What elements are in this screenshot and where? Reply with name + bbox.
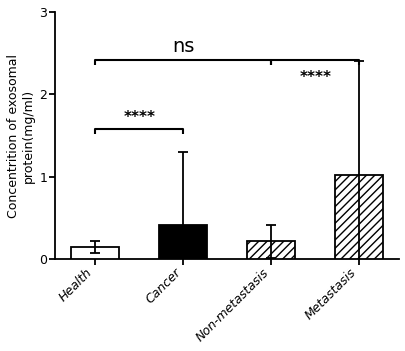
Bar [334,175,382,259]
Text: ****: **** [123,110,155,125]
Y-axis label: Concentrition of exosomal
protein(mg/ml): Concentrition of exosomal protein(mg/ml) [7,54,35,218]
Bar [71,247,119,259]
Text: ****: **** [298,69,330,85]
Bar [159,225,207,259]
Bar [246,241,295,259]
Text: ns: ns [172,37,194,55]
